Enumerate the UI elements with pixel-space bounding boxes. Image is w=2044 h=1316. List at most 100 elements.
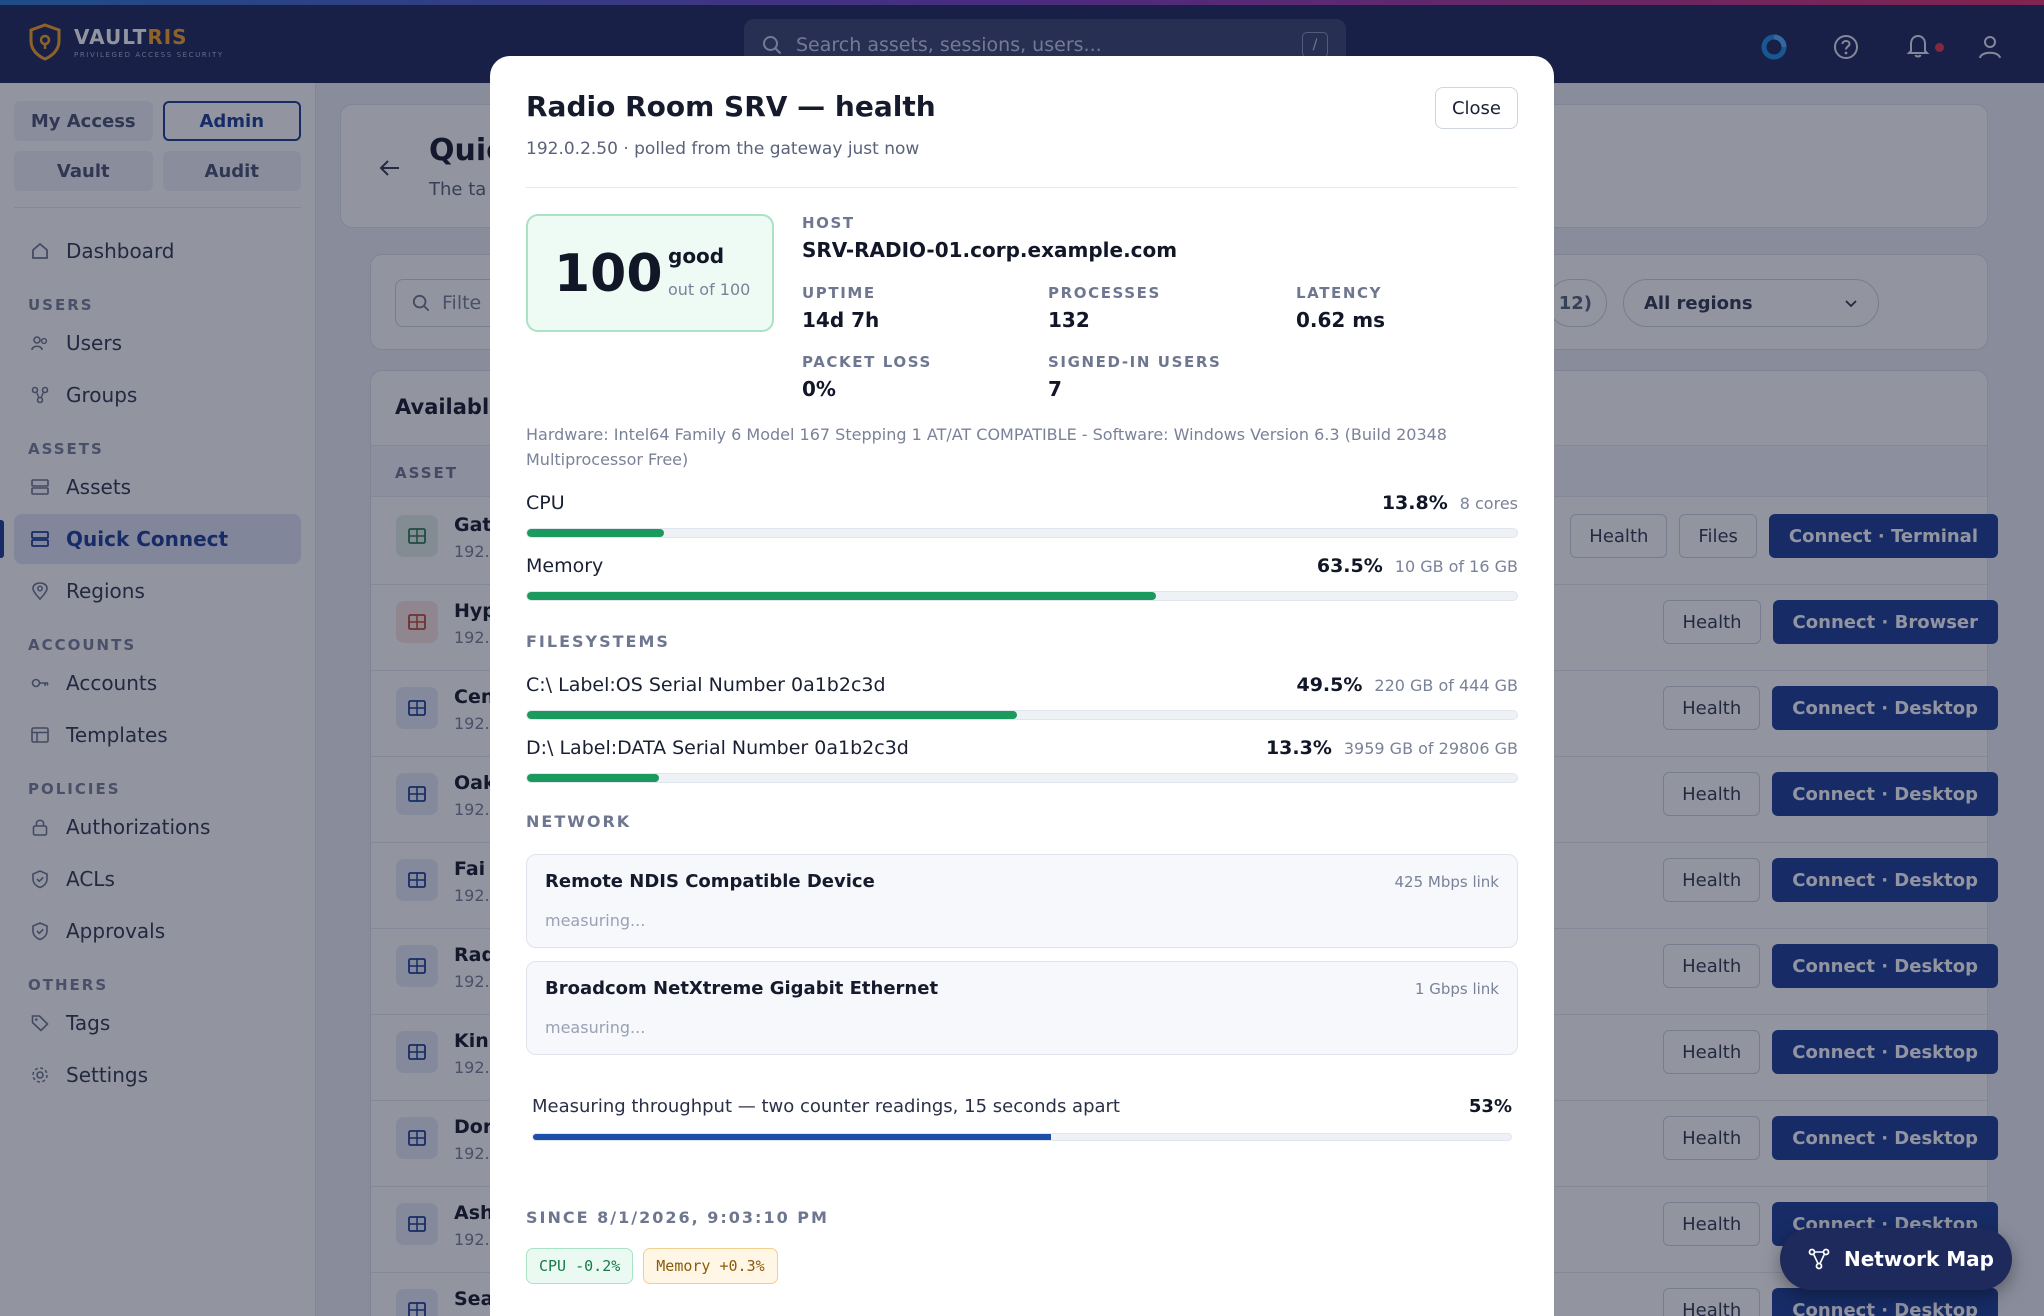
close-button[interactable]: Close bbox=[1434, 87, 1518, 129]
asset-ip: 192. bbox=[454, 972, 490, 991]
connect-button[interactable]: Connect · Desktop bbox=[1772, 686, 1998, 730]
sidebar-section-others: OTHERS bbox=[28, 976, 109, 994]
modal-title: Radio Room SRV — health bbox=[526, 90, 936, 123]
network-map-button[interactable]: Network Map bbox=[1780, 1228, 2012, 1290]
row-actions: Health Connect · Desktop bbox=[1663, 1116, 1998, 1160]
active-indicator bbox=[0, 520, 4, 558]
cpu-detail: 8 cores bbox=[1459, 494, 1518, 513]
tab-audit[interactable]: Audit bbox=[162, 151, 301, 191]
sidebar-item-groups[interactable]: Groups bbox=[14, 370, 301, 420]
health-button[interactable]: Health bbox=[1663, 772, 1761, 816]
health-button[interactable]: Health bbox=[1663, 1202, 1761, 1246]
health-score-word: good bbox=[668, 244, 725, 268]
connect-button[interactable]: Connect · Desktop bbox=[1772, 1288, 1998, 1316]
help-icon[interactable] bbox=[1832, 33, 1860, 61]
connect-button[interactable]: Connect · Desktop bbox=[1772, 1030, 1998, 1074]
health-button[interactable]: Health bbox=[1663, 1116, 1761, 1160]
sidebar-item-dashboard[interactable]: Dashboard bbox=[14, 226, 301, 276]
sidebar-item-label: Authorizations bbox=[66, 815, 211, 839]
modal-divider bbox=[526, 187, 1518, 188]
connect-button[interactable]: Connect · Desktop bbox=[1772, 858, 1998, 902]
filesystem-name: D:\ Label:DATA Serial Number 0a1b2c3d bbox=[526, 737, 909, 759]
shield-check-icon bbox=[32, 870, 48, 889]
network-adapter-name: Broadcom NetXtreme Gigabit Ethernet bbox=[545, 978, 939, 999]
filesystem-name: C:\ Label:OS Serial Number 0a1b2c3d bbox=[526, 674, 886, 696]
stat-label-host: HOST bbox=[802, 214, 855, 232]
asset-ip: 192. bbox=[454, 1058, 490, 1077]
filter-input[interactable]: Filte bbox=[395, 279, 515, 327]
sidebar-item-authorizations[interactable]: Authorizations bbox=[14, 802, 301, 852]
health-button[interactable]: Health bbox=[1663, 858, 1761, 902]
stat-value-latency: 0.62 ms bbox=[1296, 308, 1386, 332]
connect-button[interactable]: Connect · Desktop bbox=[1772, 1116, 1998, 1160]
throughput-text: Measuring throughput — two counter readi… bbox=[532, 1096, 1120, 1117]
health-button[interactable]: Health bbox=[1663, 1030, 1761, 1074]
asset-name: Kin bbox=[454, 1030, 489, 1052]
stat-label-signed-in-users: SIGNED-IN USERS bbox=[1048, 353, 1222, 371]
health-button[interactable]: Health bbox=[1663, 944, 1761, 988]
asset-name: Sea bbox=[454, 1288, 494, 1310]
region-select[interactable]: All regions bbox=[1623, 279, 1879, 327]
sidebar-item-tags[interactable]: Tags bbox=[14, 998, 301, 1048]
sidebar-section-policies: POLICIES bbox=[28, 780, 121, 798]
brand-logo[interactable]: VAULTRIS PRIVILEGED ACCESS SECURITY bbox=[28, 23, 224, 61]
stat-label-uptime: UPTIME bbox=[802, 284, 876, 302]
back-arrow-icon[interactable] bbox=[379, 157, 401, 179]
memory-usage: Memory 63.5% 10 GB of 16 GB bbox=[526, 555, 1518, 601]
sidebar-item-accounts[interactable]: Accounts bbox=[14, 658, 301, 708]
desktop-icon bbox=[396, 1203, 438, 1245]
health-button[interactable]: Health bbox=[1663, 1288, 1761, 1316]
sidebar-item-acls[interactable]: ACLs bbox=[14, 854, 301, 904]
asset-ip: 192. bbox=[454, 628, 490, 647]
connect-button[interactable]: Connect · Desktop bbox=[1772, 772, 1998, 816]
row-actions: Health Connect · Desktop bbox=[1663, 1288, 1998, 1316]
filesystem-bar-track bbox=[526, 773, 1518, 783]
sync-status-icon[interactable] bbox=[1760, 33, 1788, 61]
stat-value-uptime: 14d 7h bbox=[802, 308, 880, 332]
sidebar-item-quick-connect[interactable]: Quick Connect bbox=[14, 514, 301, 564]
throughput-bar-track bbox=[532, 1133, 1512, 1141]
tab-vault[interactable]: Vault bbox=[14, 151, 153, 191]
filesystem-bar-track bbox=[526, 710, 1518, 720]
network-heading: NETWORK bbox=[526, 812, 632, 831]
cpu-delta-chip: CPU -0.2% bbox=[526, 1248, 634, 1284]
memory-delta-chip: Memory +0.3% bbox=[643, 1248, 778, 1284]
delta-chips: CPU -0.2% Memory +0.3% bbox=[526, 1248, 778, 1284]
memory-label: Memory bbox=[526, 555, 604, 577]
asset-name: Fai bbox=[454, 858, 486, 880]
sidebar-item-approvals[interactable]: Approvals bbox=[14, 906, 301, 956]
users-icon bbox=[31, 336, 48, 351]
health-button[interactable]: Health bbox=[1663, 686, 1761, 730]
asset-name: Oak bbox=[454, 772, 496, 794]
connect-button[interactable]: Connect · Desktop bbox=[1772, 944, 1998, 988]
health-button[interactable]: Health bbox=[1663, 600, 1761, 644]
sidebar-item-label: Regions bbox=[66, 579, 145, 603]
search-icon bbox=[412, 294, 430, 312]
network-map-label: Network Map bbox=[1844, 1247, 1994, 1271]
sidebar-item-users[interactable]: Users bbox=[14, 318, 301, 368]
network-adapter-link: 425 Mbps link bbox=[1394, 873, 1500, 891]
globe-icon bbox=[396, 601, 438, 643]
brand-tagline: PRIVILEGED ACCESS SECURITY bbox=[74, 51, 224, 59]
user-profile-icon[interactable] bbox=[1976, 33, 2004, 61]
desktop-icon bbox=[396, 859, 438, 901]
sidebar-item-templates[interactable]: Templates bbox=[14, 710, 301, 760]
tab-my-access[interactable]: My Access bbox=[14, 101, 153, 141]
sidebar-item-label: Assets bbox=[66, 475, 132, 499]
files-button[interactable]: Files bbox=[1679, 514, 1757, 558]
connect-button[interactable]: Connect · Terminal bbox=[1768, 514, 1998, 558]
sidebar-item-settings[interactable]: Settings bbox=[14, 1050, 301, 1100]
groups-icon bbox=[31, 386, 49, 404]
connect-button[interactable]: Connect · Browser bbox=[1772, 600, 1998, 644]
health-button[interactable]: Health bbox=[1570, 514, 1668, 558]
sidebar-item-regions[interactable]: Regions bbox=[14, 566, 301, 616]
tab-admin[interactable]: Admin bbox=[162, 101, 301, 141]
network-adapter-status: measuring... bbox=[545, 1018, 646, 1037]
row-actions: Health Connect · Desktop bbox=[1663, 944, 1998, 988]
desktop-icon bbox=[396, 773, 438, 815]
sidebar-item-label: Tags bbox=[66, 1011, 111, 1035]
notifications-button[interactable] bbox=[1904, 31, 1944, 63]
sidebar-item-assets[interactable]: Assets bbox=[14, 462, 301, 512]
health-score-card: 100 good out of 100 bbox=[526, 214, 774, 332]
search-icon bbox=[763, 36, 782, 55]
